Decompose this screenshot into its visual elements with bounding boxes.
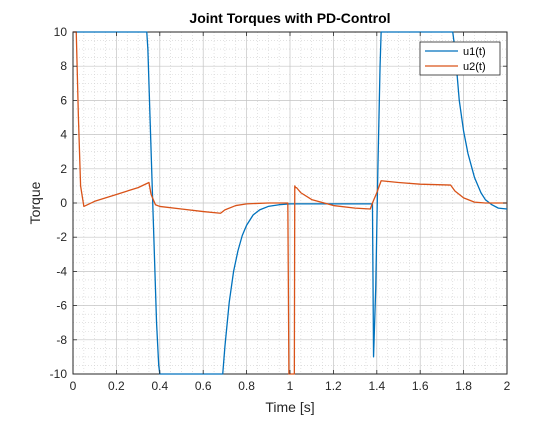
y-tick-label: 2 (60, 162, 67, 176)
grid (72, 31, 508, 375)
legend: u1(t) u2(t) (419, 41, 501, 76)
series-line-u1 (73, 31, 508, 375)
y-tick-label: 4 (60, 128, 67, 142)
x-axis-label: Time [s] (265, 399, 314, 415)
x-tick-label: 0.6 (195, 379, 212, 393)
chart-title: Joint Torques with PD-Control (189, 10, 390, 26)
x-tick-label: 0.8 (238, 379, 255, 393)
y-tick-label: -4 (56, 264, 67, 278)
series-lines (73, 31, 508, 375)
legend-entry-u1: u1(t) (463, 46, 486, 58)
y-tick-label: -10 (50, 367, 68, 381)
y-tick-label: 0 (60, 196, 67, 210)
legend-box (419, 41, 501, 76)
x-tick-label: 0.2 (108, 379, 125, 393)
x-tick-label: 1.6 (412, 379, 429, 393)
series-line-u2 (73, 31, 507, 375)
y-tick-label: 10 (54, 25, 68, 39)
x-tick-label: 2 (504, 379, 511, 393)
y-tick-label: 6 (60, 93, 67, 107)
x-tick-label: 1.2 (325, 379, 342, 393)
y-tick-label: -2 (56, 230, 67, 244)
x-tick-label: 1.4 (368, 379, 385, 393)
x-tick-label: 0 (70, 379, 77, 393)
tick-marks (72, 31, 508, 375)
y-axis-label: Torque (27, 181, 43, 224)
y-tick-label: 8 (60, 59, 67, 73)
legend-entry-u2: u2(t) (463, 61, 486, 73)
x-tick-label: 1 (287, 379, 294, 393)
y-tick-label: -6 (56, 299, 67, 313)
x-tick-label: 0.4 (151, 379, 168, 393)
x-tick-label: 1.8 (455, 379, 472, 393)
y-tick-label: -8 (56, 333, 67, 347)
tick-labels: 0 0.2 0.4 0.6 0.8 1 1.2 1.4 1.6 1.8 2 -10 -8 -6 -4 -2 0 2… (50, 25, 511, 393)
